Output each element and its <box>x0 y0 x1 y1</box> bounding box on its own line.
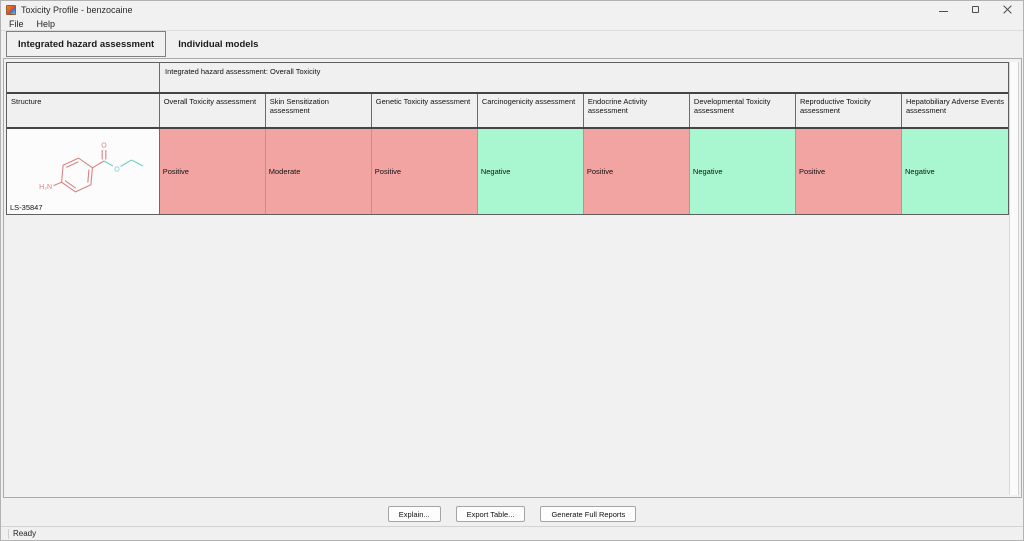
table-header-row: Structure Overall Toxicity assessment Sk… <box>7 94 1009 129</box>
column-header-reproductive-toxicity: Reproductive Toxicity assessment <box>795 94 903 127</box>
benzocaine-structure-image: H₂N O O <box>39 143 144 193</box>
export-table-button[interactable]: Export Table... <box>455 506 526 522</box>
status-bar-separator <box>8 528 9 539</box>
menu-bar: File Help <box>1 18 1023 31</box>
tab-individual-models[interactable]: Individual models <box>178 38 259 50</box>
cell-hepatobiliary-adverse-events[interactable]: Negative <box>902 129 1009 214</box>
group-header-spacer <box>7 63 160 92</box>
carbonyl-oxygen-label: O <box>101 143 107 150</box>
column-header-developmental-toxicity: Developmental Toxicity assessment <box>689 94 796 127</box>
generate-full-reports-button[interactable]: Generate Full Reports <box>540 506 637 522</box>
explain-button[interactable]: Explain... <box>387 506 441 522</box>
footer-button-bar: Explain... Export Table... Generate Full… <box>1 506 1023 522</box>
column-header-hepatobiliary-adverse-events: Hepatobiliary Adverse Events assessment <box>902 94 1009 127</box>
group-header-label: Integrated hazard assessment: Overall To… <box>160 63 1008 92</box>
window-title: Toxicity Profile - benzocaine <box>21 4 133 15</box>
status-bar: Ready <box>1 526 1023 540</box>
cell-carcinogenicity[interactable]: Negative <box>477 129 584 214</box>
toxicity-table: Integrated hazard assessment: Overall To… <box>6 62 1009 215</box>
structure-id-label: LS-35847 <box>10 203 43 212</box>
close-button[interactable] <box>991 1 1023 18</box>
column-header-endocrine-activity: Endocrine Activity assessment <box>583 94 690 127</box>
menu-file[interactable]: File <box>9 19 24 29</box>
window-titlebar: Toxicity Profile - benzocaine <box>1 1 1023 18</box>
column-header-carcinogenicity: Carcinogenicity assessment <box>477 94 584 127</box>
table-row: H₂N O O LS-35847 Positive Moderate Posit… <box>7 129 1009 214</box>
cell-reproductive-toxicity[interactable]: Positive <box>795 129 903 214</box>
cell-skin-sensitization[interactable]: Moderate <box>265 129 372 214</box>
app-icon <box>6 4 16 15</box>
close-icon <box>1003 5 1012 14</box>
window-controls <box>927 1 1023 18</box>
menu-help[interactable]: Help <box>36 19 56 29</box>
minimize-button[interactable] <box>927 1 959 18</box>
column-header-skin-sensitization: Skin Sensitization assessment <box>265 94 372 127</box>
tab-integrated-hazard-assessment[interactable]: Integrated hazard assessment <box>6 31 167 57</box>
column-header-genetic-toxicity: Genetic Toxicity assessment <box>371 94 478 127</box>
cell-overall-toxicity[interactable]: Positive <box>159 129 266 214</box>
maximize-button[interactable] <box>959 1 991 18</box>
cell-developmental-toxicity[interactable]: Negative <box>689 129 796 214</box>
cell-genetic-toxicity[interactable]: Positive <box>371 129 478 214</box>
minimize-icon <box>938 10 948 12</box>
column-header-overall-toxicity: Overall Toxicity assessment <box>159 94 266 127</box>
column-header-structure: Structure <box>7 94 160 127</box>
maximize-icon <box>971 6 979 13</box>
structure-cell[interactable]: H₂N O O LS-35847 <box>7 129 160 214</box>
table-vertical-scrollbar[interactable] <box>1009 62 1019 495</box>
tab-strip: Integrated hazard assessment Individual … <box>1 31 1023 58</box>
table-group-header-row: Integrated hazard assessment: Overall To… <box>7 63 1008 94</box>
cell-endocrine-activity[interactable]: Positive <box>583 129 690 214</box>
status-text: Ready <box>13 529 37 538</box>
amine-label: H₂N <box>39 184 52 191</box>
ester-oxygen-label: O <box>114 167 120 174</box>
